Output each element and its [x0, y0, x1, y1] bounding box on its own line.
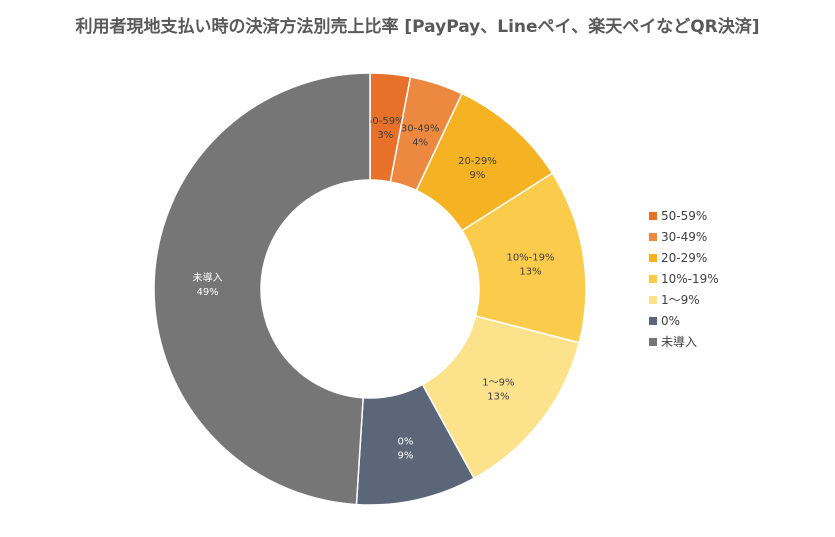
slice-category-label-5: 0%: [398, 437, 414, 448]
slice-category-label-0: 50-59%: [366, 116, 405, 127]
legend-label-2: 20-29%: [661, 251, 708, 265]
legend-item-0: 50-59%: [649, 206, 719, 227]
legend-item-4: 1～9%: [649, 290, 719, 311]
legend-label-4: 1～9%: [661, 293, 700, 307]
slice-category-label-1: 30-49%: [401, 123, 440, 134]
legend-item-2: 20-29%: [649, 248, 719, 269]
legend-swatch-3: [649, 274, 657, 283]
slice-value-label-5: 9%: [398, 451, 414, 462]
legend-item-3: 10%-19%: [649, 269, 719, 290]
legend-swatch-0: [649, 211, 657, 220]
slice-value-label-6: 49%: [196, 287, 218, 298]
slice-value-label-2: 9%: [470, 170, 486, 181]
legend-swatch-2: [649, 253, 657, 262]
legend-swatch-6: [649, 337, 657, 346]
chart-legend: 50-59% 30-49% 20-29% 10%-19% 1～9% 0% 未導入: [649, 206, 719, 353]
legend-item-6: 未導入: [649, 332, 719, 353]
slice-value-label-1: 4%: [412, 137, 428, 148]
slice-category-label-2: 20-29%: [458, 156, 497, 167]
slice-value-label-0: 3%: [377, 130, 393, 141]
legend-label-3: 10%-19%: [661, 272, 719, 286]
legend-label-0: 50-59%: [661, 209, 708, 223]
legend-item-1: 30-49%: [649, 227, 719, 248]
legend-swatch-5: [649, 316, 657, 325]
legend-label-1: 30-49%: [661, 230, 708, 244]
legend-label-6: 未導入: [661, 335, 698, 349]
legend-swatch-4: [649, 295, 657, 304]
donut-slice-6: [153, 72, 371, 506]
legend-item-5: 0%: [649, 311, 719, 332]
chart-title: 利用者現地支払い時の決済方法別売上比率 [PayPay、Lineペイ、楽天ペイな…: [75, 17, 760, 37]
legend-swatch-1: [649, 232, 657, 241]
slice-category-label-3: 10%-19%: [506, 253, 554, 264]
legend-label-5: 0%: [661, 314, 681, 328]
slice-value-label-4: 13%: [487, 392, 509, 403]
slice-value-label-3: 13%: [519, 267, 541, 278]
slice-category-label-4: 1～9%: [482, 378, 514, 389]
slice-category-label-6: 未導入: [193, 271, 223, 284]
